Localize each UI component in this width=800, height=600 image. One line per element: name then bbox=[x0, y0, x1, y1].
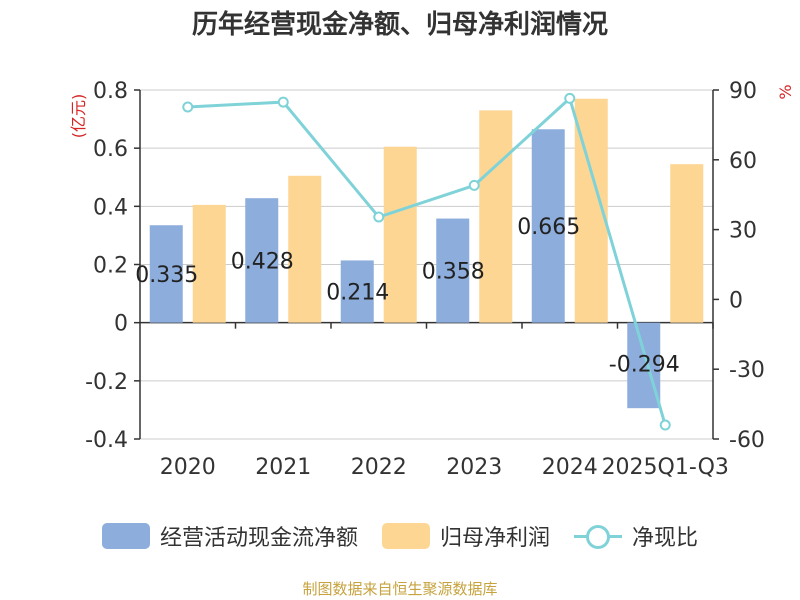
legend-item-profit[interactable]: 归母净利润 bbox=[381, 520, 550, 552]
ratio-point bbox=[373, 211, 385, 223]
left-axis-unit: (亿元) bbox=[69, 94, 88, 139]
legend-swatch-cash bbox=[101, 523, 150, 549]
ratio-point bbox=[468, 179, 480, 191]
legend-label-profit: 归母净利润 bbox=[439, 526, 550, 551]
cash-data-label: 0.428 bbox=[231, 249, 294, 274]
ratio-point bbox=[564, 92, 576, 104]
bar-profit bbox=[192, 204, 226, 323]
legend-swatch-ratio bbox=[574, 523, 622, 549]
legend-swatch-profit bbox=[381, 523, 430, 549]
ratio-point bbox=[659, 419, 671, 431]
category-label: 2020 bbox=[160, 455, 216, 480]
bar-cash bbox=[340, 260, 374, 323]
left-tick-label: 0.8 bbox=[93, 79, 128, 104]
legend-item-ratio[interactable]: 净现比 bbox=[574, 520, 698, 552]
legend-label-cash: 经营活动现金流净额 bbox=[159, 526, 358, 551]
bar-cash bbox=[531, 129, 565, 323]
cash-data-label: 0.665 bbox=[517, 215, 580, 240]
ratio-point bbox=[182, 101, 194, 113]
right-tick-label: 0 bbox=[729, 288, 743, 313]
ratio-point bbox=[277, 96, 289, 108]
category-label: 2023 bbox=[446, 455, 502, 480]
legend: 经营活动现金流净额 归母净利润 净现比 bbox=[0, 516, 800, 556]
category-label: 2021 bbox=[255, 455, 311, 480]
left-tick-label: 0 bbox=[114, 312, 128, 337]
bar-profit bbox=[479, 110, 513, 323]
right-tick-label: 30 bbox=[729, 219, 757, 244]
right-tick-label: -60 bbox=[729, 428, 765, 453]
category-label: 2022 bbox=[351, 455, 407, 480]
bar-cash bbox=[149, 225, 183, 323]
right-tick-label: 60 bbox=[729, 149, 757, 174]
left-tick-label: -0.2 bbox=[85, 370, 128, 395]
category-label: 2025Q1-Q3 bbox=[602, 455, 729, 480]
left-tick-label: -0.4 bbox=[85, 428, 128, 453]
cash-data-label: 0.358 bbox=[422, 260, 485, 285]
right-tick-label: 90 bbox=[729, 79, 757, 104]
ratio-line bbox=[187, 95, 667, 426]
cash-data-label: -0.294 bbox=[609, 352, 680, 377]
bar-profit bbox=[383, 146, 417, 323]
legend-label-ratio: 净现比 bbox=[632, 526, 699, 551]
bar-profit bbox=[670, 164, 704, 323]
bar-profit bbox=[288, 175, 322, 323]
bar-cash bbox=[245, 198, 279, 323]
chart-title: 历年经营现金净额、归母净利润情况 bbox=[191, 10, 608, 40]
right-axis-unit: % bbox=[776, 84, 795, 99]
category-label: 2024 bbox=[542, 455, 598, 480]
left-tick-label: 0.2 bbox=[93, 254, 128, 279]
cash-data-label: 0.335 bbox=[135, 263, 198, 288]
legend-item-cash[interactable]: 经营活动现金流净额 bbox=[101, 520, 358, 552]
bar-cash bbox=[436, 218, 470, 323]
cash-data-label: 0.214 bbox=[326, 281, 389, 306]
left-tick-label: 0.4 bbox=[93, 195, 128, 220]
right-tick-label: -30 bbox=[729, 358, 765, 383]
left-tick-label: 0.6 bbox=[93, 137, 128, 162]
source-note: 制图数据来自恒生聚源数据库 bbox=[302, 580, 498, 598]
